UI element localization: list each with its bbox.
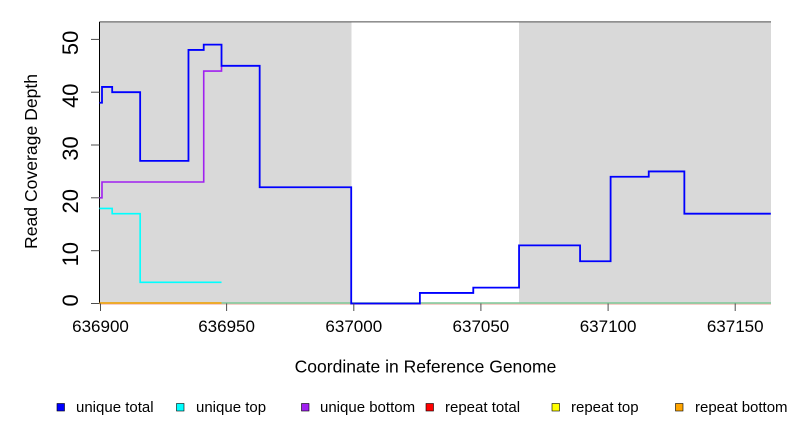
svg-text:repeat bottom: repeat bottom [695, 399, 788, 416]
svg-text:637150: 637150 [707, 317, 764, 336]
svg-text:repeat top: repeat top [571, 399, 639, 416]
svg-text:0: 0 [58, 294, 83, 306]
svg-text:637100: 637100 [580, 317, 637, 336]
svg-text:30: 30 [58, 136, 83, 160]
svg-text:unique total: unique total [76, 399, 154, 416]
svg-text:repeat total: repeat total [445, 399, 520, 416]
svg-text:636900: 636900 [72, 317, 129, 336]
svg-text:20: 20 [58, 189, 83, 213]
svg-text:50: 50 [58, 31, 83, 55]
svg-text:Coordinate in Reference Genome: Coordinate in Reference Genome [295, 357, 557, 377]
svg-text:unique bottom: unique bottom [320, 399, 415, 416]
svg-text:40: 40 [58, 83, 83, 107]
svg-text:Read Coverage Depth: Read Coverage Depth [21, 74, 41, 249]
svg-text:637050: 637050 [453, 317, 510, 336]
svg-text:unique top: unique top [196, 399, 266, 416]
svg-text:637000: 637000 [325, 317, 382, 336]
svg-text:636950: 636950 [198, 317, 255, 336]
svg-text:10: 10 [58, 242, 83, 266]
